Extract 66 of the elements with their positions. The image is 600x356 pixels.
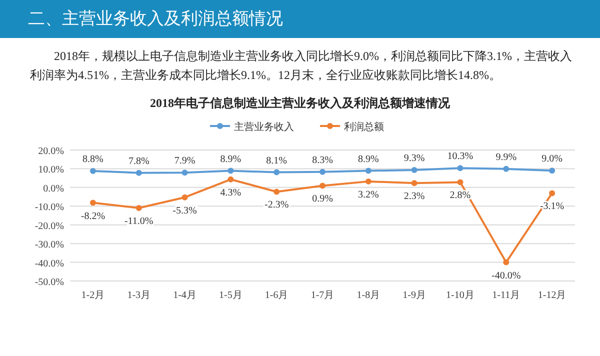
point [365,168,372,174]
point [90,200,96,206]
chart-title: 2018年电子信息制造业主营业务收入及利润总额增速情况 [150,96,451,110]
y-tick-label: -10.0% [34,202,64,214]
data-label: 4.3% [220,187,242,198]
data-label: 0.9% [312,194,333,205]
x-tick-label: 1-5月 [219,290,242,301]
y-tick-label: -50.0% [34,277,64,288]
data-label: 2.3% [404,191,425,202]
x-tick-label: 1-10月 [446,290,474,301]
x-tick-label: 1-12月 [538,290,566,301]
point [320,182,326,189]
text: 二、主营业务收入及利润总额情况 [0,0,600,38]
data-label: -8.2% [80,210,106,222]
data-label: 7.9% [174,156,196,167]
point [228,176,234,182]
data-label: -2.3% [264,200,289,211]
point [182,170,188,176]
x-tick-label: 1-9月 [402,290,426,301]
legend-label: 主营业务收入 [234,121,294,133]
point [136,170,142,176]
y-tick-label: 10.0% [38,164,64,176]
data-label: 8.3% [312,154,333,166]
point [411,180,418,186]
data-label: -11.0% [124,216,154,228]
point [228,168,234,174]
data-label: 8.8% [82,154,104,165]
data-label: 10.3% [447,151,474,162]
x-tick-label: 1-6月 [264,290,288,301]
point [457,179,464,186]
data-label: 3.2% [358,189,379,200]
data-label: 8.1% [266,155,288,166]
point [320,168,326,175]
point [503,259,510,266]
x-tick-label: 1-4月 [173,290,196,301]
x-tick-label: 1-2月 [81,290,105,301]
data-label: 9.3% [404,153,425,164]
data-label: 8.9% [358,154,379,165]
point [274,188,280,195]
legend-label: 利润总额 [344,121,384,133]
point [549,190,556,196]
data-label: 9.9% [496,152,517,163]
y-tick-label: 0.0% [43,183,64,194]
data-label: 8.9% [220,154,242,165]
point [503,166,510,172]
point [90,168,96,174]
point [549,168,556,174]
y-tick-label: 20.0% [38,146,64,157]
y-tick-label: -30.0% [34,240,64,251]
point [136,205,142,212]
x-tick-label: 1-3月 [127,290,151,301]
y-tick-label: -20.0% [34,220,64,232]
x-tick-label: 1-7月 [310,290,334,301]
point [274,169,280,176]
point [365,178,372,184]
data-label: 9.0% [542,154,562,165]
data-label: -5.3% [172,205,197,216]
data-label: 7.8% [128,156,150,167]
point [457,165,464,172]
x-tick-label: 1-11月 [492,290,520,301]
x-tick-label: 1-8月 [356,290,380,301]
point [411,167,418,174]
text: 2018年，规模以上电子信息制造业主营业务收入同比增长9.0%，利润总额同比下降3.1%，主营收入利润率为4.51%，主营业务成本同比增长9.1%。12月末，全行业应收账款同比增长14.8%。 [30,48,573,84]
point [182,194,188,200]
data-label: -40.0% [492,270,521,282]
y-tick-label: -40.0% [34,258,64,270]
